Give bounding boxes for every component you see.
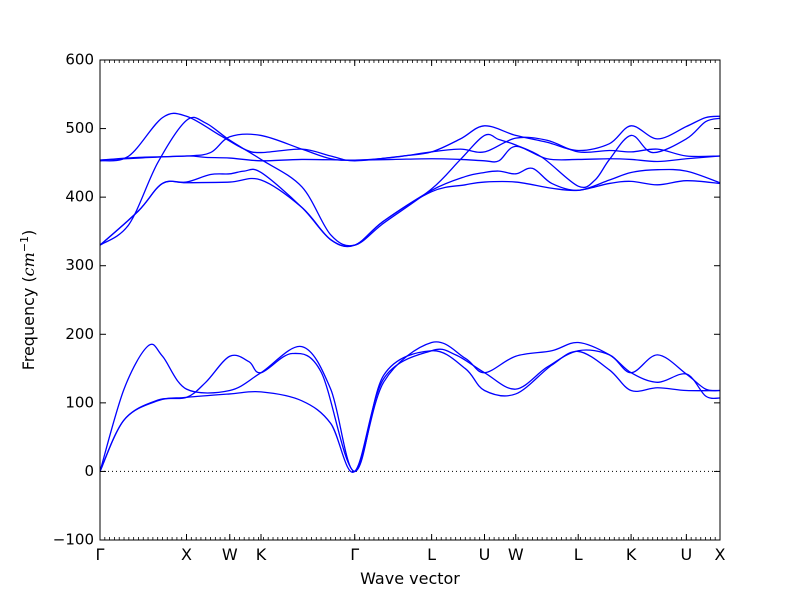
y-axis-label-close: ) [19, 230, 38, 236]
plot-frame [99, 59, 721, 541]
y-tick-label: 0 [84, 462, 94, 480]
y-tick-label: 100 [65, 393, 94, 411]
band-line-2 [100, 350, 720, 473]
y-tick-label: 200 [65, 325, 94, 343]
x-tick-label: U [479, 545, 491, 564]
x-tick-label: L [427, 545, 436, 564]
band-line-3 [100, 348, 720, 473]
x-tick-label: W [222, 545, 238, 564]
band-line-9 [100, 145, 720, 163]
y-axis-label-unit: cm [19, 252, 38, 276]
band-line-1 [100, 341, 720, 473]
x-tick-label: K [626, 545, 637, 564]
x-tick-label: Γ [350, 545, 359, 564]
y-axis-label-main: Frequency ( [19, 276, 38, 370]
y-tick-label: 400 [65, 188, 94, 206]
y-tick-label: 500 [65, 119, 94, 137]
x-tick-label: L [574, 545, 583, 564]
y-axis-label-exponent: −1 [18, 236, 31, 252]
axis-ticks [99, 59, 721, 541]
y-tick-labels: −100 0 100 200 300 400 500 600 [53, 51, 94, 549]
y-tick-label: 600 [65, 51, 94, 69]
x-tick-label: Γ [96, 545, 105, 564]
x-tick-label: U [680, 545, 692, 564]
band-line-8 [100, 133, 720, 161]
y-axis-label: Frequency (cm−1) [18, 230, 38, 371]
y-tick-label: 300 [65, 256, 94, 274]
band-lines [100, 112, 720, 473]
x-tick-label: X [181, 545, 192, 564]
band-line-4 [100, 177, 720, 248]
x-axis-label: Wave vector [360, 569, 460, 588]
x-tick-label: X [715, 545, 726, 564]
x-tick-label: K [256, 545, 267, 564]
y-tick-label: −100 [53, 531, 94, 549]
x-tick-label: W [508, 545, 524, 564]
band-line-5 [100, 167, 720, 248]
